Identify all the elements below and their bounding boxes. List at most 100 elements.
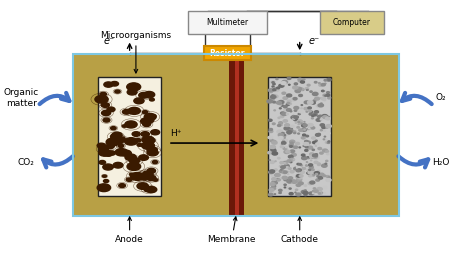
Circle shape (284, 109, 289, 111)
Circle shape (291, 116, 296, 119)
Text: H₂O: H₂O (432, 158, 449, 167)
Circle shape (311, 156, 316, 158)
Circle shape (97, 184, 110, 192)
Circle shape (122, 125, 127, 127)
Circle shape (294, 167, 298, 170)
Circle shape (271, 95, 276, 99)
Circle shape (115, 148, 128, 156)
Circle shape (325, 115, 328, 117)
Circle shape (312, 141, 317, 144)
Circle shape (272, 150, 276, 152)
Circle shape (137, 143, 142, 146)
Circle shape (326, 124, 331, 128)
Circle shape (306, 165, 308, 166)
Circle shape (279, 165, 283, 167)
Circle shape (299, 175, 303, 177)
Circle shape (309, 166, 313, 168)
Circle shape (320, 119, 322, 120)
Circle shape (279, 189, 282, 191)
Circle shape (313, 113, 317, 116)
Circle shape (278, 124, 281, 126)
Circle shape (323, 116, 328, 119)
Circle shape (305, 150, 308, 151)
Circle shape (319, 173, 324, 176)
Circle shape (270, 97, 274, 100)
Circle shape (272, 178, 276, 180)
Circle shape (284, 187, 286, 188)
Circle shape (295, 142, 300, 145)
Circle shape (301, 105, 302, 106)
Circle shape (301, 165, 302, 166)
Circle shape (294, 83, 298, 85)
Circle shape (297, 174, 302, 177)
Circle shape (314, 172, 319, 174)
Circle shape (322, 164, 327, 167)
Circle shape (99, 149, 111, 156)
Circle shape (294, 106, 299, 109)
Circle shape (299, 94, 302, 97)
Circle shape (297, 120, 302, 123)
Circle shape (319, 84, 322, 86)
Circle shape (301, 123, 302, 124)
Circle shape (280, 116, 283, 118)
Circle shape (301, 81, 304, 83)
Circle shape (328, 97, 331, 99)
Circle shape (307, 172, 310, 174)
Circle shape (106, 144, 114, 148)
Circle shape (118, 144, 124, 147)
Circle shape (290, 171, 294, 173)
Circle shape (314, 114, 316, 115)
Circle shape (105, 152, 112, 156)
Circle shape (103, 118, 110, 122)
Circle shape (309, 110, 311, 112)
Circle shape (317, 133, 320, 135)
Circle shape (107, 107, 115, 112)
Circle shape (299, 147, 301, 148)
Circle shape (279, 192, 281, 194)
Circle shape (288, 177, 292, 179)
Circle shape (290, 158, 294, 161)
Circle shape (325, 141, 328, 143)
Circle shape (127, 163, 141, 170)
Circle shape (307, 157, 310, 159)
Circle shape (270, 191, 273, 193)
Circle shape (298, 177, 302, 179)
Circle shape (296, 175, 301, 177)
Circle shape (270, 139, 273, 141)
Circle shape (283, 97, 288, 99)
Circle shape (286, 109, 291, 111)
Circle shape (299, 129, 303, 131)
Circle shape (290, 161, 292, 163)
Circle shape (299, 110, 304, 113)
Circle shape (308, 101, 313, 104)
Circle shape (325, 163, 327, 164)
Circle shape (308, 107, 311, 109)
Text: e⁻: e⁻ (104, 36, 115, 46)
Circle shape (294, 131, 296, 132)
Circle shape (326, 127, 328, 128)
Circle shape (273, 87, 276, 89)
Circle shape (121, 150, 131, 156)
Circle shape (285, 124, 290, 126)
Circle shape (106, 138, 119, 146)
Circle shape (122, 110, 130, 114)
FancyBboxPatch shape (319, 11, 384, 34)
Circle shape (129, 157, 140, 164)
Circle shape (312, 190, 314, 191)
Circle shape (288, 168, 291, 169)
Circle shape (142, 136, 154, 143)
Circle shape (272, 141, 277, 144)
Circle shape (142, 142, 155, 149)
Circle shape (285, 187, 289, 188)
Circle shape (286, 150, 290, 153)
Circle shape (279, 104, 282, 105)
Circle shape (299, 122, 304, 124)
Circle shape (301, 89, 304, 90)
Circle shape (316, 179, 319, 181)
Circle shape (99, 160, 106, 164)
Circle shape (279, 170, 284, 173)
Circle shape (95, 96, 108, 103)
Circle shape (110, 82, 118, 86)
Circle shape (293, 146, 298, 149)
Circle shape (308, 163, 311, 164)
